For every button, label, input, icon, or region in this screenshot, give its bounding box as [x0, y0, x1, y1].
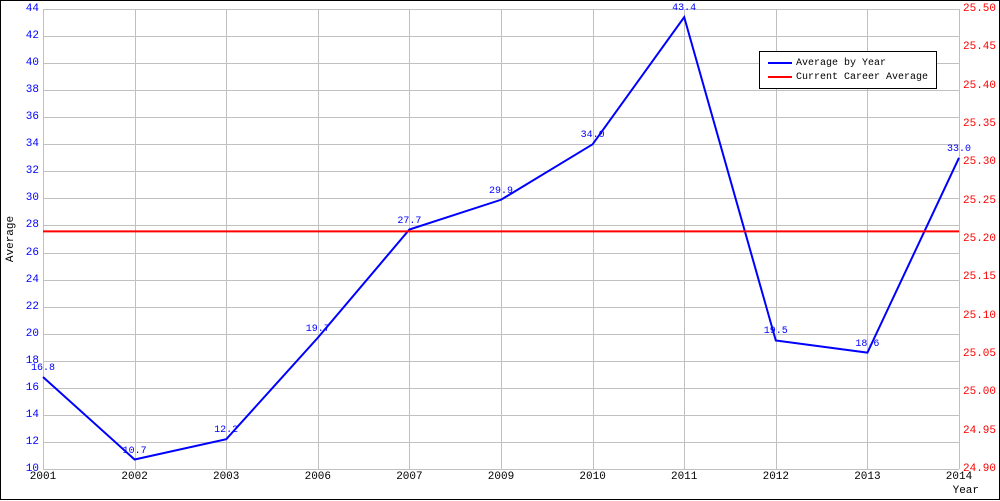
- y-right-tick-label: 25.30: [963, 156, 996, 168]
- data-point-label: 43.4: [672, 3, 696, 14]
- data-point-label: 12.2: [214, 425, 238, 436]
- data-point-label: 33.0: [947, 144, 971, 155]
- y-right-tick-label: 25.20: [963, 233, 996, 245]
- x-tick-label: 2002: [121, 471, 147, 483]
- dual-axis-line-chart: 101214161820222426283032343638404244 24.…: [0, 0, 1000, 500]
- y-left-tick-label: 32: [26, 165, 39, 177]
- x-tick-label: 2009: [488, 471, 514, 483]
- data-point-label: 19.7: [306, 324, 330, 335]
- y-left-tick-label: 44: [26, 3, 39, 15]
- y-right-tick-label: 25.05: [963, 348, 996, 360]
- y-left-tick-label: 36: [26, 111, 39, 123]
- y-left-tick-label: 24: [26, 274, 39, 286]
- data-point-label: 29.9: [489, 186, 513, 197]
- y-right-tick-label: 25.35: [963, 118, 996, 130]
- y-left-tick-label: 30: [26, 192, 39, 204]
- x-tick-label: 2010: [579, 471, 605, 483]
- y-left-tick-label: 26: [26, 247, 39, 259]
- y-right-tick-label: 25.45: [963, 41, 996, 53]
- y-right-tick-label: 25.15: [963, 271, 996, 283]
- x-tick-label: 2003: [213, 471, 239, 483]
- x-tick-label: 2012: [763, 471, 789, 483]
- series-line: [43, 17, 959, 459]
- x-tick-label: 2007: [396, 471, 422, 483]
- x-tick-label: 2014: [946, 471, 972, 483]
- y-right-tick-label: 25.50: [963, 3, 996, 15]
- y-right-tick-label: 24.95: [963, 425, 996, 437]
- x-axis-title: Year: [953, 485, 979, 497]
- y-right-tick-label: 25.25: [963, 195, 996, 207]
- y-right-ticks: 24.9024.9525.0025.0525.1025.1525.2025.25…: [959, 1, 1000, 501]
- y-left-tick-label: 14: [26, 409, 39, 421]
- y-axis-title: Average: [5, 216, 17, 262]
- data-point-label: 18.6: [855, 339, 879, 350]
- y-left-tick-label: 34: [26, 138, 39, 150]
- data-point-label: 34.0: [581, 130, 605, 141]
- y-right-tick-label: 25.40: [963, 80, 996, 92]
- y-left-tick-label: 38: [26, 84, 39, 96]
- y-left-tick-label: 28: [26, 219, 39, 231]
- x-tick-label: 2011: [671, 471, 697, 483]
- y-left-tick-label: 40: [26, 57, 39, 69]
- y-left-tick-label: 22: [26, 301, 39, 313]
- y-left-tick-label: 42: [26, 30, 39, 42]
- y-left-tick-label: 16: [26, 382, 39, 394]
- y-right-tick-label: 25.00: [963, 386, 996, 398]
- x-ticks: 2001 2002 2003 2006 2007 2009 2010 2011 2012 2013…: [1, 469, 1000, 501]
- y-right-tick-label: 25.10: [963, 310, 996, 322]
- data-point-label: 16.8: [31, 363, 55, 374]
- x-tick-label: 2013: [854, 471, 880, 483]
- data-point-label: 27.7: [397, 216, 421, 227]
- y-left-tick-label: 20: [26, 328, 39, 340]
- x-tick-label: 2001: [30, 471, 56, 483]
- x-tick-label: 2006: [305, 471, 331, 483]
- data-point-label: 19.5: [764, 326, 788, 337]
- data-point-label: 10.7: [123, 446, 147, 457]
- y-left-tick-label: 12: [26, 436, 39, 448]
- series-lines: [43, 9, 959, 469]
